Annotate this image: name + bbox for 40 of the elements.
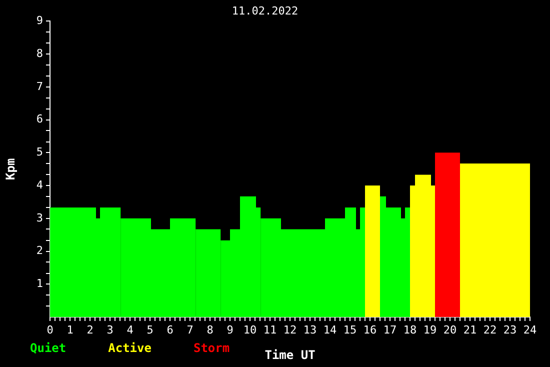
y-tick-label: 1: [36, 276, 43, 290]
y-tick-label: 8: [36, 46, 43, 60]
x-tick-label: 9: [226, 323, 234, 336]
x-tick-label: 24: [523, 323, 537, 336]
y-tick-label: 4: [36, 178, 44, 192]
x-tick-label: 8: [206, 323, 214, 336]
x-tick-label: 15: [343, 323, 357, 336]
x-tick-label: 22: [483, 323, 497, 336]
series-label: Quiet: [30, 341, 66, 355]
x-tick-label: 10: [243, 323, 257, 336]
y-tick-label: 9: [36, 14, 43, 28]
y-tick-label: 3: [36, 211, 43, 224]
x-tick-label: 1: [66, 323, 74, 336]
x-tick-label: 13: [303, 323, 317, 336]
chart-title: 11.02.2022: [232, 4, 298, 18]
y-tick-label: 7: [36, 80, 43, 93]
x-tick-label: 6: [166, 323, 174, 336]
x-tick-label: 0: [46, 323, 54, 336]
y-tick-label: 2: [36, 244, 43, 258]
x-axis-title: Time UT: [264, 348, 316, 362]
text: Active: [108, 341, 152, 355]
x-tick-label: 18: [403, 323, 417, 336]
x-tick-label: 11: [263, 323, 277, 336]
x-tick-label: 14: [323, 323, 337, 336]
x-tick-label: 3: [106, 323, 114, 336]
x-tick-label: 17: [383, 323, 397, 336]
x-tick-label: 19: [423, 323, 437, 336]
x-tick-label: 21: [463, 323, 477, 336]
x-tick-label: 23: [503, 323, 517, 336]
x-tick-label: 16: [363, 323, 377, 336]
x-tick-label: 20: [443, 323, 457, 336]
text: Storm: [193, 341, 230, 355]
x-tick-label: 7: [186, 323, 194, 336]
x-tick-label: 4: [126, 323, 134, 336]
y-tick-label: 6: [36, 112, 43, 126]
x-tick-label: 2: [86, 323, 94, 336]
x-tick-label: 5: [146, 323, 154, 336]
y-tick-label: 5: [36, 146, 43, 159]
x-tick-label: 12: [283, 323, 297, 336]
y-axis-title: Kpm: [3, 158, 18, 180]
